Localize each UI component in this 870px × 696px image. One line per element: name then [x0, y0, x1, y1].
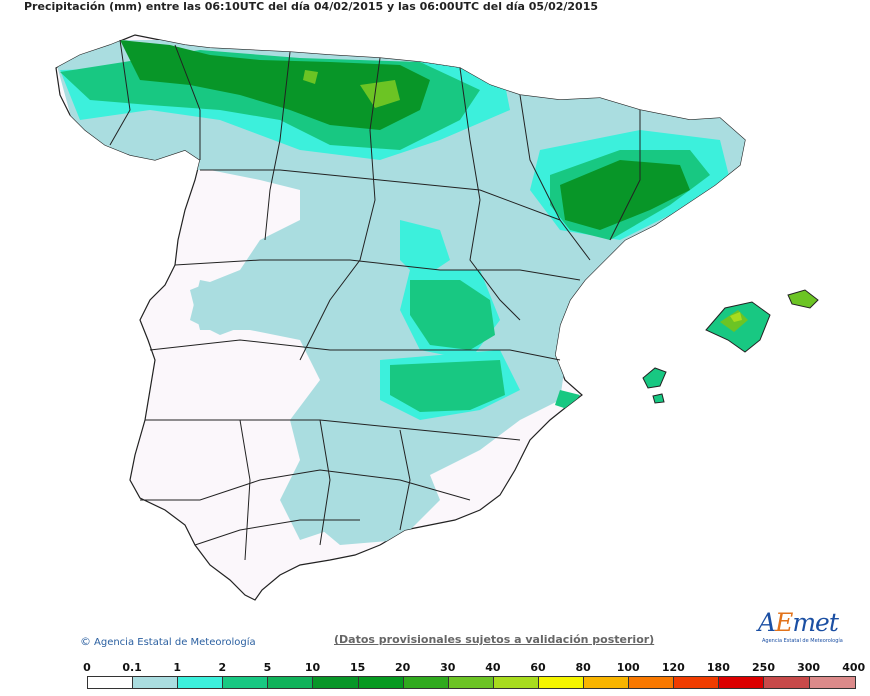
legend-label: 5	[263, 661, 272, 674]
legend-swatch	[268, 677, 314, 688]
aemet-logo: AEmet Agencia Estatal de Meteorología	[758, 608, 848, 648]
map-title: Precipitación (mm) entre las 06:10UTC de…	[24, 0, 599, 13]
legend-label: 15	[349, 661, 366, 674]
formentera	[652, 393, 665, 404]
agency-name: Agencia Estatal de Meteorología	[94, 637, 256, 648]
menorca	[787, 289, 819, 309]
legend-swatch	[538, 677, 585, 688]
agency-copyright: © Agencia Estatal de Meteorología	[80, 635, 256, 648]
precipitation-overlay	[56, 40, 745, 545]
legend-swatch	[584, 677, 630, 688]
logo-wordmark: AEmet	[758, 608, 839, 637]
legend-color-bar	[87, 676, 856, 689]
legend-label: 60	[530, 661, 546, 674]
legend-swatch	[178, 677, 224, 688]
legend-labels: 0 0.1 1 2 5 10 15 20 30 40 60 80 100 120 180 250 300 400	[0, 661, 870, 675]
legend-swatch	[719, 677, 765, 688]
precipitation-map	[55, 34, 819, 601]
legend-swatch	[358, 677, 404, 688]
legend-swatch	[448, 677, 494, 688]
legend-label: 0.1	[122, 661, 142, 674]
logo-subtitle: Agencia Estatal de Meteorología	[762, 638, 843, 644]
legend-swatch	[809, 677, 855, 688]
legend-label: 40	[485, 661, 501, 674]
ibiza	[642, 367, 667, 389]
legend-label: 250	[752, 661, 775, 674]
legend-swatch	[88, 677, 134, 688]
legend-label: 80	[575, 661, 591, 674]
legend-label: 2	[218, 661, 227, 674]
legend-swatch	[674, 677, 720, 688]
provisional-data-disclaimer: (Datos provisionales sujetos a validació…	[334, 633, 655, 646]
legend-swatch	[629, 677, 675, 688]
legend-label: 120	[661, 661, 685, 674]
region-borders	[109, 39, 641, 561]
legend-label: 300	[797, 661, 821, 674]
legend-swatch	[313, 677, 359, 688]
legend-label: 0	[83, 661, 91, 674]
legend-label: 30	[440, 661, 456, 674]
legend-swatch	[223, 677, 269, 688]
legend-swatch	[403, 677, 449, 688]
legend-label: 1	[173, 661, 182, 674]
legend-swatch	[764, 677, 810, 688]
legend-label: 400	[842, 661, 866, 674]
legend-label: 20	[395, 661, 411, 674]
legend-label: 10	[304, 661, 321, 674]
legend-label: 100	[616, 661, 640, 674]
legend-swatch	[133, 677, 179, 688]
copyright-symbol: ©	[80, 635, 91, 648]
legend-swatch	[493, 677, 539, 688]
legend-label: 180	[706, 661, 730, 674]
